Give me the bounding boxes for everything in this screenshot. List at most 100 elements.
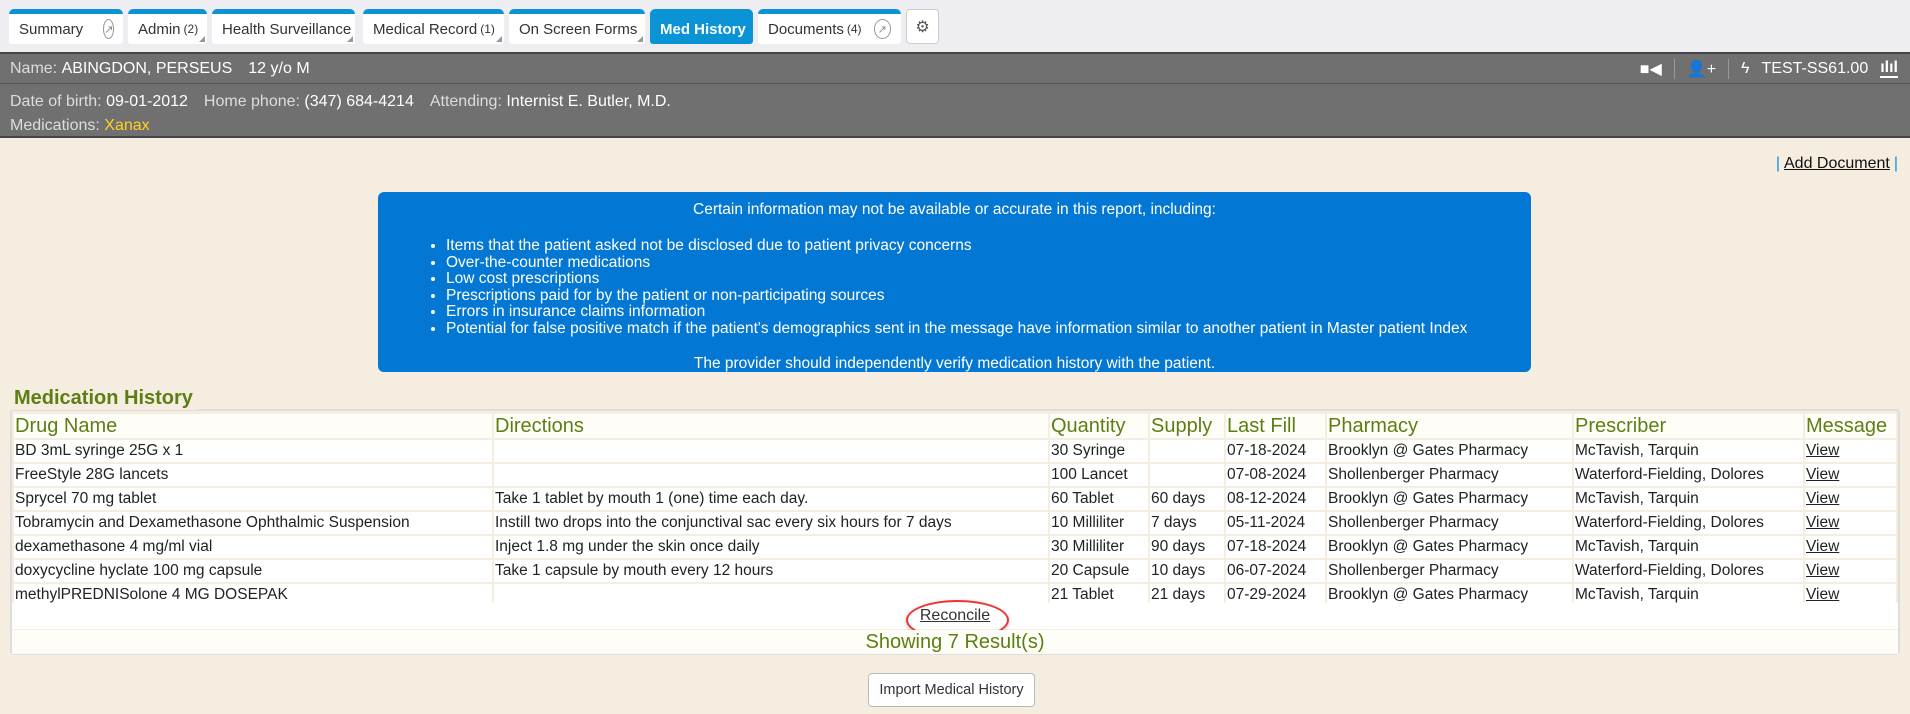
cell-prescriber: McTavish, Tarquin [1574, 438, 1803, 462]
tab-health-surveillance[interactable]: Health Surveillance [212, 9, 355, 44]
lightning-icon[interactable]: ϟ [1741, 60, 1750, 77]
cell-supply: 21 days [1150, 582, 1224, 606]
cell-quantity: 21 Tablet [1050, 582, 1148, 606]
tab-med-history[interactable]: Med History [650, 9, 753, 44]
medication-history-panel [10, 409, 1900, 655]
view-message-link[interactable]: View [1806, 490, 1840, 507]
reconcile-row: Reconcile [12, 600, 1898, 640]
cell-directions [494, 462, 1048, 486]
medications-label: Medications: [10, 117, 100, 134]
open-external-icon[interactable]: ↗ [873, 19, 891, 39]
table-row: methylPREDNISolone 4 MG DOSEPAK 21 Tablet… [14, 582, 1896, 606]
cell-drug-name: Sprycel 70 mg tablet [14, 486, 492, 510]
import-medical-history-button[interactable]: Import Medical History [868, 673, 1035, 707]
cell-pharmacy: Shollenberger Pharmacy [1327, 510, 1572, 534]
medications-value: Xanax [104, 117, 150, 134]
cell-drug-name: dexamethasone 4 mg/ml vial [14, 534, 492, 558]
cell-quantity: 30 Syringe [1050, 438, 1148, 462]
phone-label: Home phone: [203, 93, 300, 110]
divider [1673, 59, 1675, 79]
view-message-link[interactable]: View [1806, 562, 1840, 579]
table-row: Tobramycin and Dexamethasone Ophthalmic … [14, 510, 1896, 534]
add-user-icon[interactable]: 👤+ [1686, 61, 1717, 78]
view-message-link[interactable]: View [1806, 442, 1840, 459]
medication-table: Drug Name Directions Quantity Supply Last Fi… [12, 414, 1898, 606]
tab-admin[interactable]: Admin (2) [128, 9, 207, 44]
tab-medical-record[interactable]: Medical Record (1) [363, 9, 504, 44]
cell-directions: Inject 1.8 mg under the skin once daily [494, 534, 1048, 558]
site-code: TEST-SS61.00 [1761, 60, 1869, 77]
cell-prescriber: McTavish, Tarquin [1574, 486, 1803, 510]
patient-name: ABINGDON, PERSEUS [61, 59, 233, 77]
cell-supply: 10 days [1150, 558, 1224, 582]
cell-prescriber: Waterford-Fielding, Dolores [1574, 510, 1803, 534]
table-row: Sprycel 70 mg tablet Take 1 tablet by mou… [14, 486, 1896, 510]
cell-last-fill: 08-12-2024 [1226, 486, 1325, 510]
add-document-link[interactable]: Add Document [1784, 155, 1890, 172]
cell-last-fill: 07-08-2024 [1226, 462, 1325, 486]
open-external-icon[interactable]: ↗ [103, 19, 115, 39]
cell-message: View [1805, 582, 1896, 606]
cell-message: View [1805, 510, 1896, 534]
cell-directions: Take 1 capsule by mouth every 12 hours [494, 558, 1048, 582]
notice-item: Over-the-counter medications [446, 254, 1531, 272]
cell-prescriber: McTavish, Tarquin [1574, 582, 1803, 606]
settings-gears-icon[interactable]: ⚙ [906, 9, 939, 44]
cell-pharmacy: Brooklyn @ Gates Pharmacy [1327, 486, 1572, 510]
dropdown-corner-icon [347, 36, 353, 42]
dob-label: Date of birth: [10, 93, 102, 110]
view-message-link[interactable]: View [1806, 466, 1840, 483]
tab-count: (1) [480, 22, 495, 36]
cell-quantity: 100 Lancet [1050, 462, 1148, 486]
disclaimer-notice: Certain information may not be available… [378, 192, 1531, 372]
cell-last-fill: 07-29-2024 [1226, 582, 1325, 606]
cell-pharmacy: Brooklyn @ Gates Pharmacy [1327, 534, 1572, 558]
cell-last-fill: 05-11-2024 [1226, 510, 1325, 534]
cell-last-fill: 06-07-2024 [1226, 558, 1325, 582]
column-header: Drug Name [14, 414, 492, 438]
bar-chart-icon[interactable]: ılıl [1880, 59, 1898, 78]
view-message-link[interactable]: View [1806, 514, 1840, 531]
patient-age-sex: 12 y/o M [248, 59, 310, 77]
cell-pharmacy: Shollenberger Pharmacy [1327, 462, 1572, 486]
cell-quantity: 10 Milliliter [1050, 510, 1148, 534]
results-count: Showing 7 Result(s) [12, 630, 1898, 654]
tab-documents[interactable]: Documents (4) ↗ [758, 9, 901, 44]
cell-directions: Take 1 tablet by mouth 1 (one) time each… [494, 486, 1048, 510]
cell-drug-name: FreeStyle 28G lancets [14, 462, 492, 486]
cell-directions [494, 438, 1048, 462]
reconcile-link[interactable]: Reconcile [905, 600, 1009, 640]
cell-message: View [1805, 558, 1896, 582]
cell-quantity: 30 Milliliter [1050, 534, 1148, 558]
column-header: Pharmacy [1327, 414, 1572, 438]
notice-footer: The provider should independently verify… [693, 355, 1216, 372]
add-document-links: | Add Document | [1775, 155, 1898, 172]
cell-drug-name: Tobramycin and Dexamethasone Ophthalmic … [14, 510, 492, 534]
cell-drug-name: doxycycline hyclate 100 mg capsule [14, 558, 492, 582]
cell-message: View [1805, 462, 1896, 486]
tab-count: (2) [183, 22, 199, 36]
notice-item: Low cost prescriptions [446, 270, 1531, 288]
tab-on-screen-forms[interactable]: On Screen Forms [509, 9, 645, 44]
tab-label: Admin [138, 20, 181, 38]
video-camera-icon[interactable]: ■◀ [1639, 61, 1662, 78]
view-message-link[interactable]: View [1806, 538, 1840, 555]
tab-summary[interactable]: Summary ↗ [9, 9, 123, 44]
tab-label: Health Surveillance [222, 20, 352, 38]
column-header: Message [1805, 414, 1896, 438]
column-header: Prescriber [1574, 414, 1803, 438]
tab-label: Med History [660, 20, 746, 38]
notice-item: Potential for false positive match if th… [446, 320, 1531, 338]
view-message-link[interactable]: View [1806, 586, 1840, 603]
tab-count: (4) [846, 22, 862, 36]
table-row: dexamethasone 4 mg/ml vial Inject 1.8 mg … [14, 534, 1896, 558]
divider [1728, 59, 1730, 79]
notice-intro: Certain information may not be available… [693, 201, 1216, 218]
table-row: FreeStyle 28G lancets 100 Lancet 07-08-202… [14, 462, 1896, 486]
attending-value: Internist E. Butler, M.D. [506, 93, 671, 110]
cell-pharmacy: Brooklyn @ Gates Pharmacy [1327, 582, 1572, 606]
table-row: doxycycline hyclate 100 mg capsule Take 1… [14, 558, 1896, 582]
cell-message: View [1805, 534, 1896, 558]
column-header: Quantity [1050, 414, 1148, 438]
notice-item: Items that the patient asked not be disc… [446, 237, 1531, 255]
